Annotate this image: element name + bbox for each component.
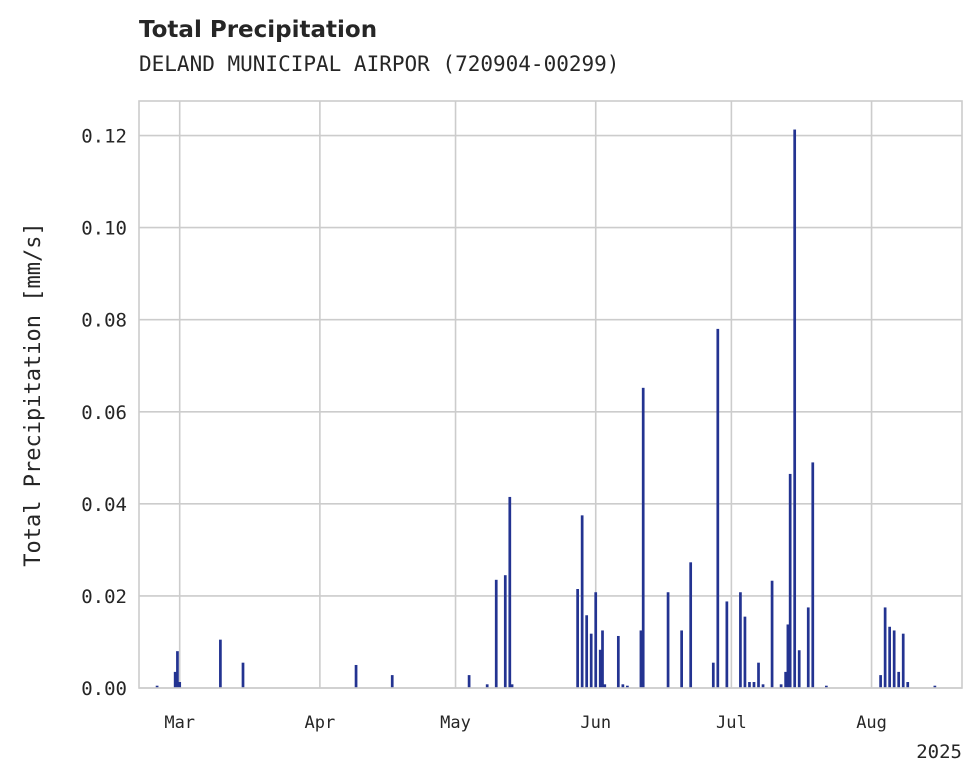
precipitation-bar (901, 633, 905, 688)
precipitation-bar (594, 592, 598, 688)
precipitation-bar (779, 684, 783, 688)
x-tick-label: Apr (305, 713, 336, 733)
precipitation-bar (598, 649, 602, 688)
x-tick-label: Jul (716, 713, 747, 733)
precipitation-bar (508, 496, 512, 688)
year-label: 2025 (916, 741, 962, 763)
precipitation-bar (743, 616, 747, 688)
precipitation-bar (510, 684, 514, 688)
precipitation-bar (757, 662, 760, 688)
x-tick-label: Aug (856, 713, 887, 733)
precipitation-bar (711, 662, 715, 688)
precipitation-bar (784, 671, 787, 688)
plot-frame (138, 100, 963, 689)
precipitation-bar (770, 580, 774, 688)
precipitation-bar (739, 592, 742, 688)
y-tick-label: 0.08 (81, 310, 127, 332)
precipitation-bar (897, 671, 901, 688)
precipitation-bar (219, 639, 222, 688)
y-tick-label: 0.10 (81, 218, 127, 240)
precipitation-bar (639, 630, 643, 688)
precipitation-bar (680, 630, 683, 688)
precipitation-bar (176, 651, 179, 688)
precipitation-bar (888, 626, 892, 688)
precipitation-bar (689, 562, 693, 688)
y-tick-label: 0.00 (81, 678, 127, 700)
precipitation-bar (589, 633, 593, 688)
precipitation-bar (616, 635, 620, 688)
precipitation-bar (793, 129, 797, 688)
x-axis-ticks: Mar Apr May Jun Jul Aug (164, 713, 887, 733)
precipitation-bar (155, 685, 159, 688)
precipitation-bar (173, 671, 177, 688)
precipitation-bar (503, 575, 507, 688)
grid-lines (139, 101, 962, 689)
precipitation-bar (748, 682, 751, 688)
precipitation-bar (786, 624, 790, 688)
precipitation-bar (879, 675, 882, 688)
y-tick-label: 0.06 (81, 402, 127, 424)
precipitation-bar (241, 662, 245, 688)
y-axis-label: Total Precipitation [mm/s] (21, 222, 46, 566)
chart-title: Total Precipitation (139, 17, 378, 43)
precipitation-bar (761, 684, 765, 688)
y-tick-label: 0.02 (81, 586, 127, 608)
precipitation-bar (906, 682, 910, 688)
precipitation-bar (354, 664, 358, 688)
x-tick-label: Mar (164, 713, 195, 733)
precipitation-bar (883, 607, 887, 688)
x-tick-label: May (440, 713, 471, 733)
y-tick-label: 0.04 (81, 494, 127, 516)
precipitation-bar (716, 328, 720, 688)
precipitation-bar (824, 685, 828, 688)
precipitation-bar (806, 607, 810, 688)
precipitation-bar (641, 387, 645, 688)
precipitation-bar (576, 589, 579, 688)
precipitation-bar (621, 684, 625, 688)
y-tick-label: 0.12 (81, 126, 127, 148)
precipitation-bar (725, 601, 729, 688)
precipitation-bar (811, 462, 815, 688)
precipitation-bar (580, 515, 584, 688)
precipitation-bar (797, 650, 801, 688)
precipitation-bar (485, 684, 489, 688)
y-axis-ticks: 0.00 0.02 0.04 0.06 0.08 0.10 0.12 (81, 126, 127, 700)
precipitation-bar (933, 685, 937, 688)
precipitation-bar (494, 579, 498, 688)
precipitation-bar (390, 675, 394, 688)
precipitation-bar (467, 675, 471, 688)
precipitation-bar (788, 473, 792, 688)
precipitation-bar (626, 685, 629, 688)
x-tick-label: Jun (580, 713, 611, 733)
precipitation-bar (178, 682, 182, 688)
chart-subtitle: DELAND MUNICIPAL AIRPOR (720904-00299) (139, 52, 620, 76)
precipitation-bar (603, 684, 607, 688)
precipitation-bar (585, 615, 589, 688)
precipitation-bar (752, 682, 756, 688)
precipitation-bar (892, 630, 896, 688)
precipitation-bars (155, 129, 937, 688)
precipitation-bar (666, 592, 670, 688)
precipitation-bar (601, 630, 604, 688)
